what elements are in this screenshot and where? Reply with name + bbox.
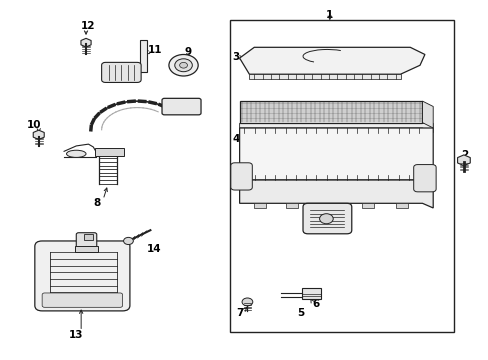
Polygon shape (239, 128, 432, 184)
FancyBboxPatch shape (95, 148, 123, 156)
Text: 8: 8 (93, 198, 101, 208)
Polygon shape (239, 123, 432, 133)
Text: 11: 11 (147, 45, 162, 55)
Text: 4: 4 (232, 134, 240, 144)
Text: 10: 10 (26, 121, 41, 130)
Polygon shape (239, 47, 424, 74)
Text: 12: 12 (81, 21, 95, 31)
Bar (229, 21, 453, 332)
Bar (83, 234, 93, 239)
Circle shape (319, 214, 332, 224)
Bar (361, 203, 373, 208)
Text: 1: 1 (325, 10, 333, 20)
Circle shape (179, 62, 187, 68)
FancyBboxPatch shape (162, 98, 201, 115)
Text: 14: 14 (147, 244, 161, 254)
Polygon shape (120, 40, 147, 72)
Polygon shape (422, 101, 432, 128)
FancyBboxPatch shape (75, 246, 98, 252)
Text: 6: 6 (312, 299, 319, 309)
Text: 2: 2 (460, 150, 467, 160)
FancyBboxPatch shape (102, 62, 141, 82)
Bar (395, 203, 407, 208)
Text: 3: 3 (232, 52, 239, 62)
FancyBboxPatch shape (42, 293, 122, 307)
Bar (254, 203, 266, 208)
Circle shape (174, 59, 192, 72)
Bar (322, 203, 334, 208)
FancyBboxPatch shape (413, 165, 435, 192)
Circle shape (168, 54, 198, 76)
Polygon shape (249, 74, 400, 79)
Text: 9: 9 (184, 46, 192, 57)
Circle shape (242, 298, 252, 306)
FancyBboxPatch shape (303, 203, 351, 234)
Text: 5: 5 (297, 308, 304, 318)
FancyBboxPatch shape (35, 241, 130, 311)
Polygon shape (239, 180, 432, 208)
Text: 13: 13 (69, 330, 83, 340)
Bar (285, 203, 298, 208)
Polygon shape (239, 101, 422, 123)
FancyBboxPatch shape (230, 163, 252, 190)
Text: 7: 7 (235, 308, 243, 318)
Bar (302, 288, 320, 299)
Circle shape (123, 237, 133, 244)
FancyBboxPatch shape (76, 233, 97, 251)
Ellipse shape (66, 150, 86, 157)
